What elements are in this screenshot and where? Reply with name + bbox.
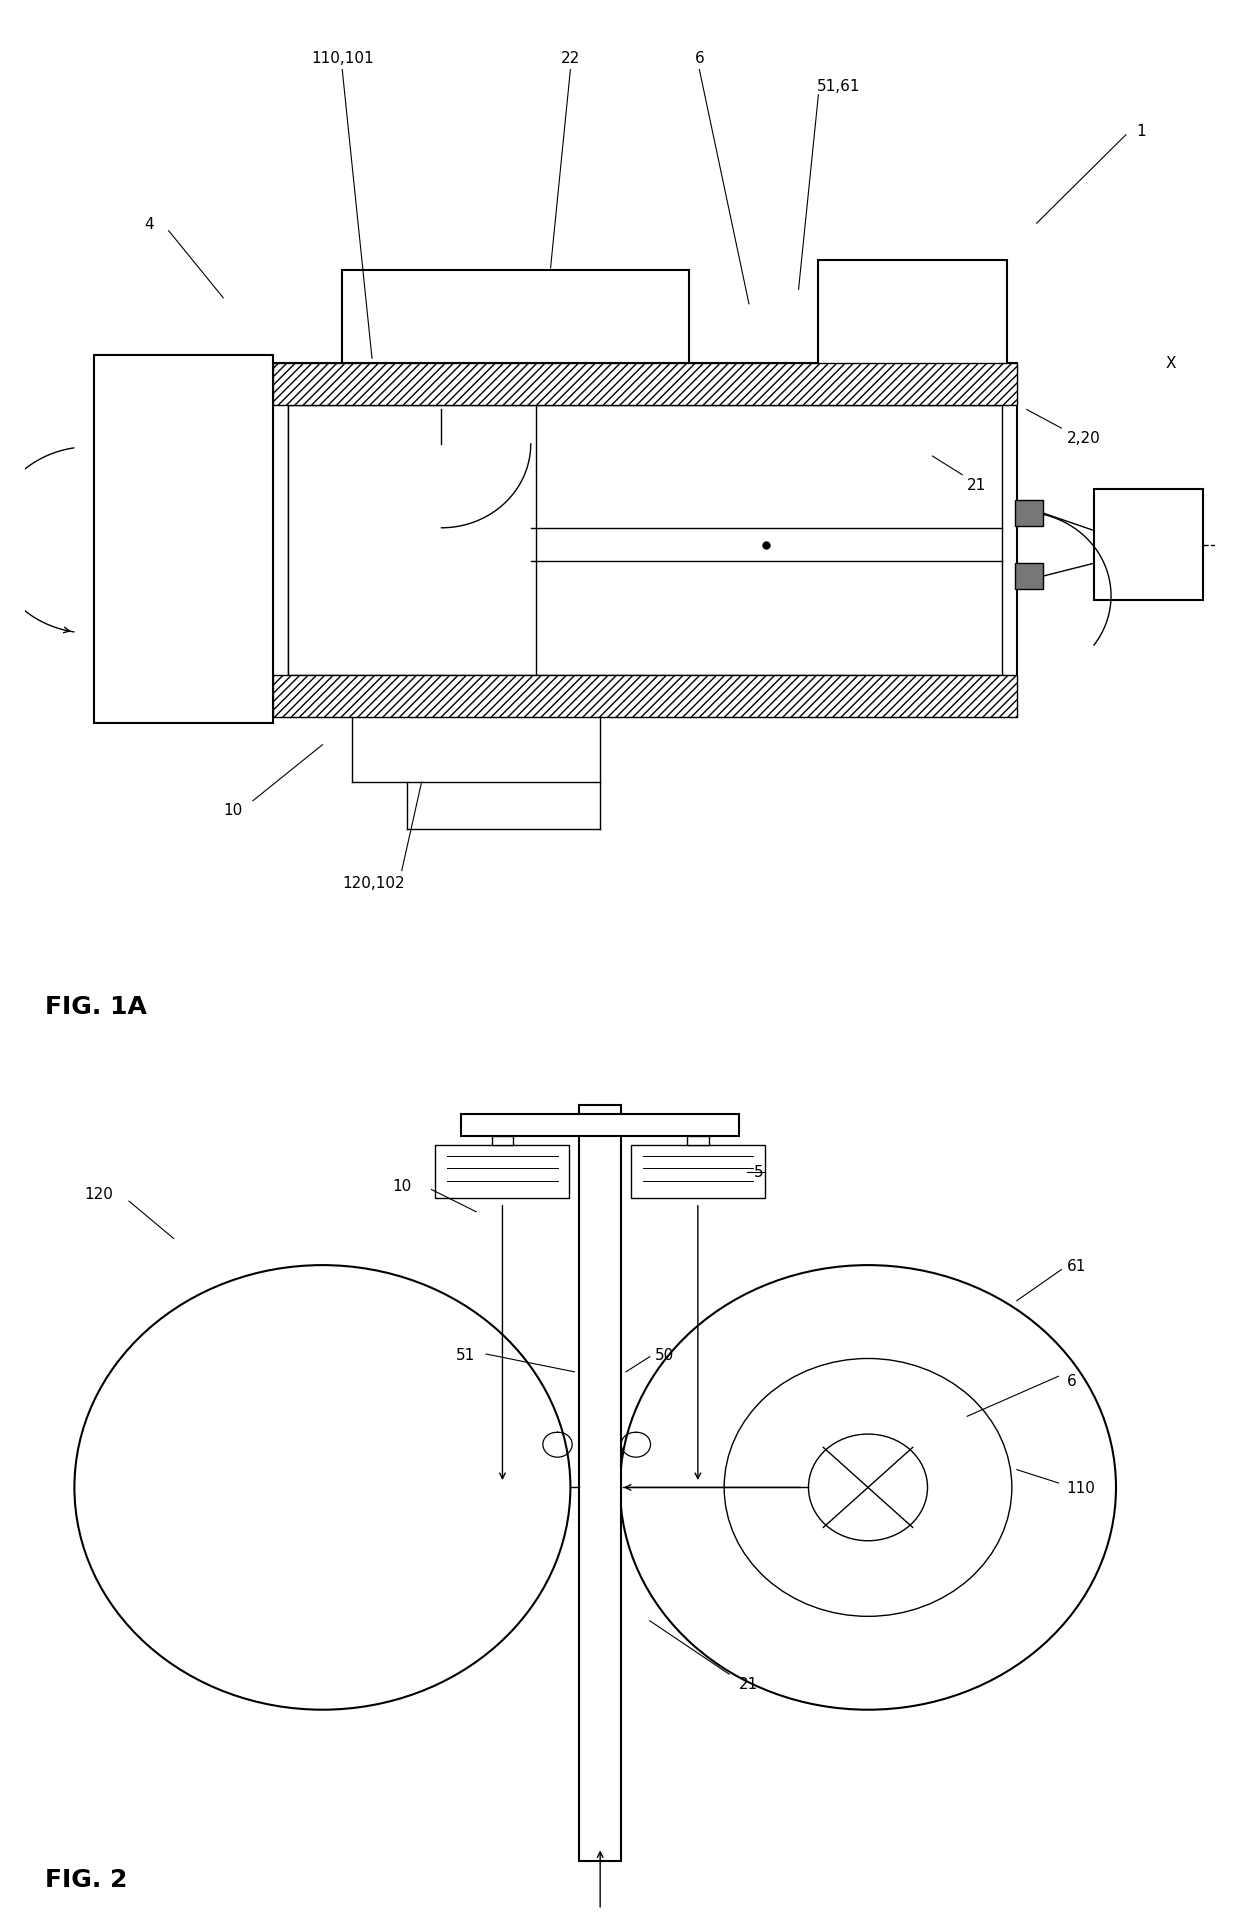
Text: 2,20: 2,20 xyxy=(1066,431,1100,446)
Bar xyxy=(687,1136,709,1146)
Text: 51: 51 xyxy=(456,1347,476,1362)
Bar xyxy=(491,1136,513,1146)
Text: 10: 10 xyxy=(223,804,243,817)
Bar xyxy=(1014,564,1043,589)
Bar xyxy=(435,1146,569,1198)
Text: 110: 110 xyxy=(1066,1480,1095,1495)
Text: X: X xyxy=(1166,355,1176,371)
Bar xyxy=(273,363,1017,406)
Text: 6: 6 xyxy=(1066,1374,1076,1389)
Bar xyxy=(273,363,1017,717)
Text: 50: 50 xyxy=(655,1347,675,1362)
Text: 61: 61 xyxy=(1066,1258,1086,1273)
Bar xyxy=(94,355,273,724)
Bar xyxy=(579,1105,621,1861)
Text: 120: 120 xyxy=(84,1186,113,1202)
Text: 110,101: 110,101 xyxy=(311,50,373,66)
Text: 51,61: 51,61 xyxy=(816,79,861,95)
Text: 1: 1 xyxy=(1136,124,1146,139)
Bar xyxy=(288,406,536,676)
Bar xyxy=(342,270,689,363)
Text: 4: 4 xyxy=(144,216,154,232)
Text: 6: 6 xyxy=(694,50,704,66)
Text: FIG. 1A: FIG. 1A xyxy=(45,995,146,1018)
Text: 21: 21 xyxy=(967,477,987,493)
Text: 21: 21 xyxy=(739,1675,759,1690)
Bar xyxy=(273,676,1017,717)
Text: 22: 22 xyxy=(560,50,580,66)
Bar xyxy=(1094,489,1203,601)
Bar xyxy=(1014,500,1043,527)
Bar xyxy=(461,1115,739,1136)
Text: FIG. 2: FIG. 2 xyxy=(45,1866,126,1891)
Text: 5: 5 xyxy=(754,1165,764,1180)
Text: 120,102: 120,102 xyxy=(342,875,405,891)
Bar xyxy=(818,261,1007,406)
Text: 10: 10 xyxy=(392,1179,412,1192)
Bar xyxy=(631,1146,765,1198)
